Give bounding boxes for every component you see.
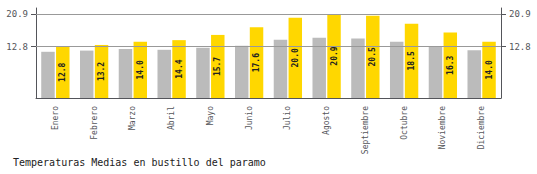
svg-text:20.9: 20.9	[6, 9, 28, 19]
svg-text:Julio: Julio	[283, 106, 292, 130]
svg-text:Febrero: Febrero	[90, 106, 99, 140]
svg-text:Agosto: Agosto	[322, 106, 331, 135]
svg-text:Mayo: Mayo	[206, 106, 215, 125]
svg-text:17.6: 17.6	[252, 53, 261, 72]
svg-text:Junio: Junio	[245, 106, 254, 130]
svg-text:Abril: Abril	[167, 106, 176, 130]
svg-text:Octubre: Octubre	[400, 106, 409, 140]
svg-text:20.9: 20.9	[330, 46, 339, 65]
svg-text:Diciembre: Diciembre	[477, 106, 486, 150]
svg-text:Marzo: Marzo	[128, 106, 137, 130]
svg-text:16.3: 16.3	[446, 55, 455, 74]
svg-text:14.0: 14.0	[485, 60, 494, 79]
svg-text:Enero: Enero	[51, 106, 60, 130]
svg-text:12.8: 12.8	[6, 42, 28, 52]
svg-text:13.2: 13.2	[97, 62, 106, 81]
svg-text:18.5: 18.5	[407, 51, 416, 70]
svg-text:12.8: 12.8	[58, 62, 67, 81]
svg-text:20.9: 20.9	[509, 9, 531, 19]
svg-text:Temperaturas Medias en bustill: Temperaturas Medias en bustillo del para…	[13, 157, 266, 168]
svg-text:Noviembre: Noviembre	[438, 106, 447, 150]
svg-text:15.7: 15.7	[213, 57, 222, 76]
svg-text:14.0: 14.0	[136, 60, 145, 79]
svg-text:20.5: 20.5	[368, 47, 377, 66]
svg-text:20.0: 20.0	[291, 48, 300, 67]
svg-text:12.8: 12.8	[509, 42, 531, 52]
svg-text:14.4: 14.4	[175, 59, 184, 78]
svg-text:Septiembre: Septiembre	[361, 106, 370, 154]
